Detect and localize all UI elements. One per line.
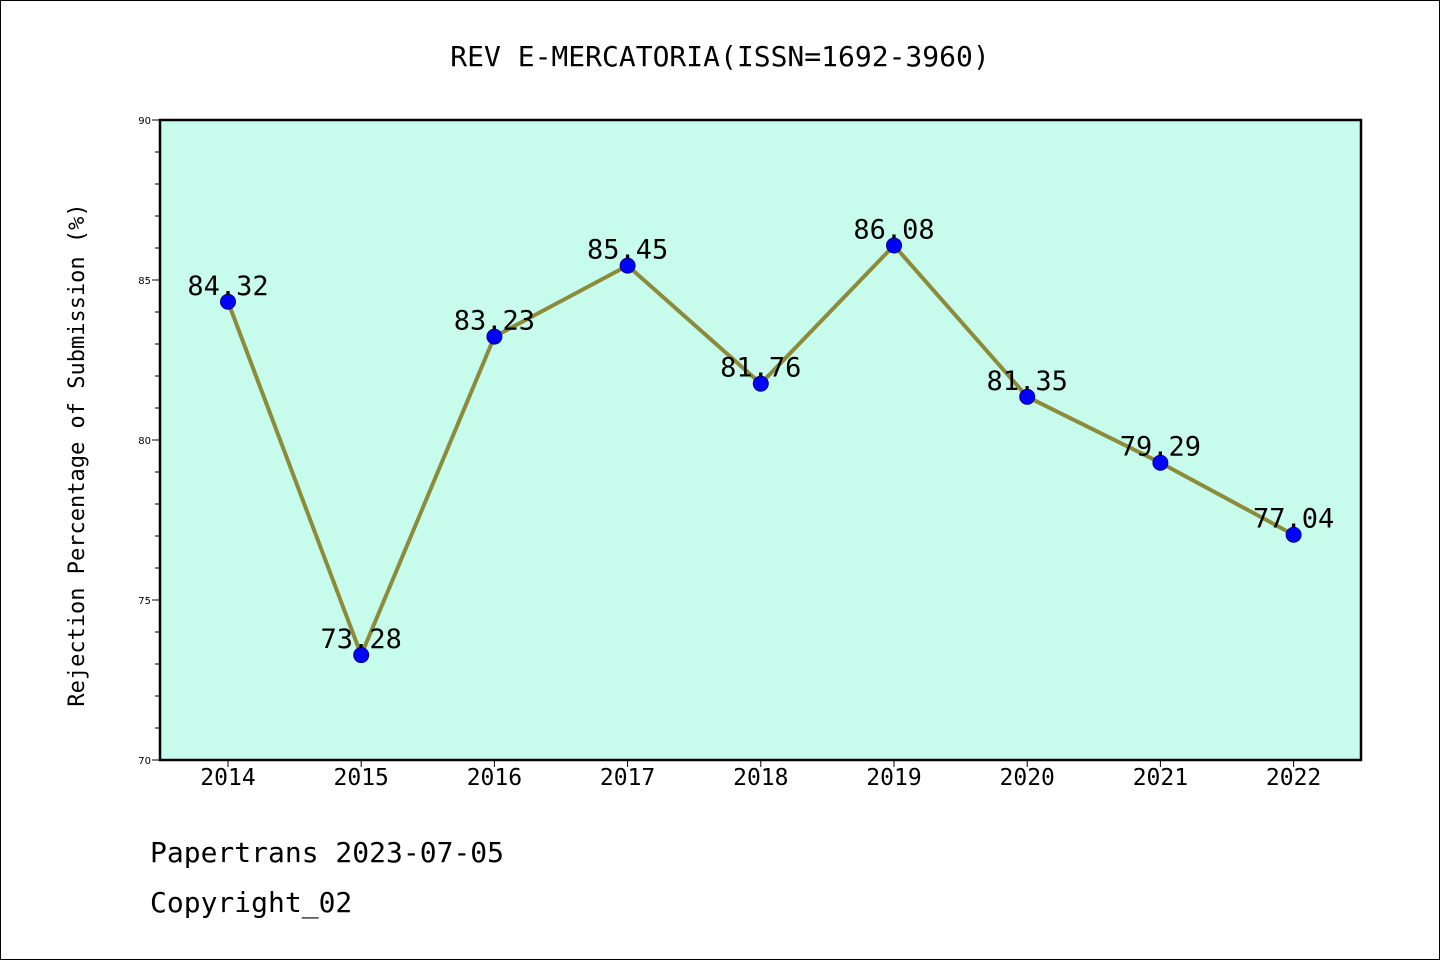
data-label: 83.23 <box>454 306 535 337</box>
data-label: 85.45 <box>587 235 668 266</box>
data-point <box>1152 454 1169 471</box>
data-label: 77.04 <box>1253 504 1334 535</box>
data-label: 73.28 <box>321 624 402 655</box>
data-label: 81.35 <box>987 366 1068 397</box>
data-label: 86.08 <box>853 214 934 245</box>
y-tick-label: 80 <box>138 436 151 447</box>
data-point <box>1019 388 1036 405</box>
data-markers <box>220 237 1302 664</box>
data-point <box>353 647 370 664</box>
data-label: 79.29 <box>1120 432 1201 463</box>
x-tick-label: 2022 <box>1266 765 1321 791</box>
x-tick-label: 2021 <box>1133 765 1188 791</box>
footer-copyright: Copyright_02 <box>150 886 353 919</box>
data-point <box>619 257 636 274</box>
x-tick-label: 2015 <box>334 765 389 791</box>
x-tick-label: 2018 <box>733 765 788 791</box>
y-tick-label: 70 <box>138 756 151 767</box>
data-point <box>486 328 503 345</box>
x-axis-ticks: 2014 2015 2016 2017 2018 2019 2020 2021 2022 <box>200 760 1321 791</box>
footer-date: Papertrans 2023-07-05 <box>150 836 505 869</box>
x-tick-label: 2019 <box>866 765 921 791</box>
x-tick-label: 2014 <box>200 765 255 791</box>
x-tick-label: 2016 <box>467 765 522 791</box>
y-tick-label: 85 <box>138 276 151 287</box>
chart-title: REV E-MERCATORIA(ISSN=1692-3960) <box>450 40 989 73</box>
data-label: 81.76 <box>720 353 801 384</box>
data-point <box>1285 526 1302 543</box>
data-point <box>220 293 236 310</box>
y-tick-label: 90 <box>138 116 151 127</box>
data-point <box>752 375 769 392</box>
y-axis-ticks: 70 75 80 85 90 <box>138 116 160 767</box>
x-tick-label: 2017 <box>600 765 655 791</box>
data-point <box>886 237 902 254</box>
data-labels: 84.32 73.28 83.23 85.45 81.76 86.08 81.35 79.29… <box>187 214 1334 655</box>
y-tick-label: 75 <box>138 596 151 607</box>
x-tick-label: 2020 <box>1000 765 1055 791</box>
data-label: 84.32 <box>187 271 268 302</box>
y-axis-label: Rejection Percentage of Submission (%) <box>65 203 90 706</box>
